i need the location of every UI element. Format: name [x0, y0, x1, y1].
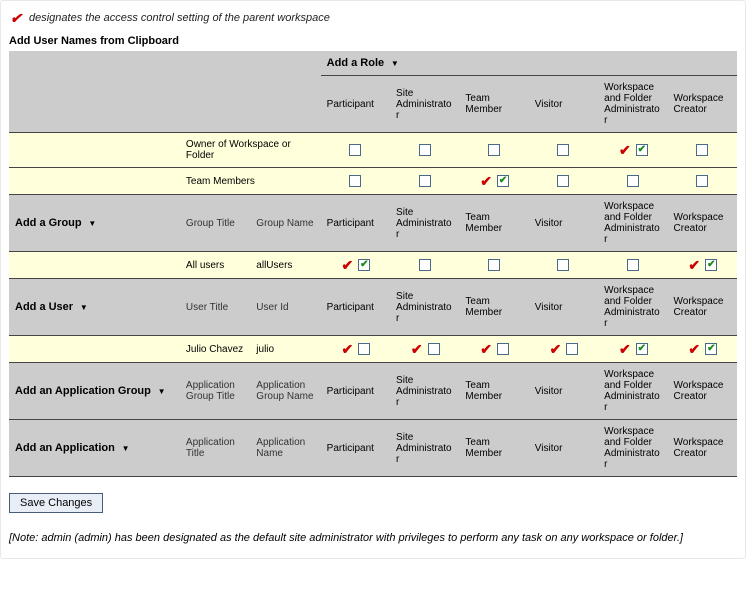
save-changes-button[interactable]: Save Changes: [9, 493, 103, 513]
col-header: Application Group Title: [180, 363, 250, 420]
role-header: Workspace and Folder Administrator: [598, 76, 667, 133]
parent-check-icon: ✔: [548, 342, 562, 356]
check-icon: ✔: [9, 11, 23, 25]
role-header: Team Member: [459, 195, 528, 252]
role-header: Team Member: [459, 420, 528, 477]
role-checkbox[interactable]: [419, 144, 431, 156]
role-header: Workspace and Folder Administrator: [598, 363, 667, 420]
admin-note: [Note: admin (admin) has been designated…: [9, 531, 737, 546]
role-checkbox[interactable]: [696, 144, 708, 156]
role-checkbox[interactable]: [349, 175, 361, 187]
role-checkbox[interactable]: [488, 259, 500, 271]
chevron-down-icon: ▼: [122, 444, 130, 453]
role-header: Site Administrator: [390, 363, 459, 420]
role-header: Participant: [321, 279, 390, 336]
role-checkbox[interactable]: [419, 175, 431, 187]
role-header: Visitor: [529, 195, 598, 252]
col-header: User Title: [180, 279, 250, 336]
parent-check-icon: ✔: [479, 174, 493, 188]
role-header: Workspace and Folder Administrator: [598, 279, 667, 336]
role-checkbox[interactable]: [627, 259, 639, 271]
role-checkbox[interactable]: [636, 343, 648, 355]
chevron-down-icon: ▼: [158, 387, 166, 396]
role-header: Site Administrator: [390, 76, 459, 133]
role-header: Workspace Creator: [668, 195, 737, 252]
role-header: Participant: [321, 195, 390, 252]
add-group-action[interactable]: Add a Group ▼: [9, 195, 180, 252]
parent-check-icon: ✔: [687, 342, 701, 356]
legend-row: ✔ designates the access control setting …: [9, 11, 737, 25]
add-role-header[interactable]: Add a Role ▼: [321, 51, 737, 76]
parent-check-icon: ✔: [340, 342, 354, 356]
role-header: Visitor: [529, 363, 598, 420]
role-checkbox[interactable]: [705, 259, 717, 271]
roles-table: Add a Role ▼ParticipantSite Administrato…: [9, 51, 737, 477]
parent-check-icon: ✔: [687, 258, 701, 272]
role-checkbox[interactable]: [358, 343, 370, 355]
role-checkbox[interactable]: [705, 343, 717, 355]
role-header: Site Administrator: [390, 195, 459, 252]
section-title: Add User Names from Clipboard: [9, 35, 737, 47]
role-checkbox[interactable]: [358, 259, 370, 271]
principal-label: Team Members: [180, 168, 321, 195]
entity-name: allUsers: [250, 252, 320, 279]
chevron-down-icon: ▼: [88, 219, 96, 228]
entity-title: Julio Chavez: [180, 336, 250, 363]
principal-label: Owner of Workspace or Folder: [180, 133, 321, 168]
role-checkbox[interactable]: [557, 175, 569, 187]
role-header: Site Administrator: [390, 420, 459, 477]
col-header: Application Title: [180, 420, 250, 477]
role-checkbox[interactable]: [497, 343, 509, 355]
add-app-group-action[interactable]: Add an Application Group ▼: [9, 363, 180, 420]
col-header: Application Group Name: [250, 363, 320, 420]
role-header: Visitor: [529, 76, 598, 133]
entity-title: All users: [180, 252, 250, 279]
save-row: Save Changes: [9, 493, 737, 513]
parent-check-icon: ✔: [410, 342, 424, 356]
role-header: Workspace and Folder Administrator: [598, 420, 667, 477]
role-checkbox[interactable]: [488, 144, 500, 156]
access-control-panel: ✔ designates the access control setting …: [0, 0, 746, 559]
chevron-down-icon: ▼: [391, 59, 399, 68]
role-header: Participant: [321, 76, 390, 133]
role-checkbox[interactable]: [557, 259, 569, 271]
parent-check-icon: ✔: [618, 342, 632, 356]
role-header: Workspace Creator: [668, 76, 737, 133]
role-header: Team Member: [459, 363, 528, 420]
role-header: Visitor: [529, 420, 598, 477]
col-header: User Id: [250, 279, 320, 336]
role-header: Team Member: [459, 279, 528, 336]
role-checkbox[interactable]: [627, 175, 639, 187]
role-header: Workspace Creator: [668, 420, 737, 477]
legend-text: designates the access control setting of…: [29, 12, 330, 24]
role-header: Participant: [321, 420, 390, 477]
role-header: Participant: [321, 363, 390, 420]
role-header: Site Administrator: [390, 279, 459, 336]
role-checkbox[interactable]: [419, 259, 431, 271]
blank-header: [9, 51, 321, 76]
chevron-down-icon: ▼: [80, 303, 88, 312]
parent-check-icon: ✔: [340, 258, 354, 272]
role-checkbox[interactable]: [349, 144, 361, 156]
add-app-action[interactable]: Add an Application ▼: [9, 420, 180, 477]
role-checkbox[interactable]: [497, 175, 509, 187]
role-checkbox[interactable]: [428, 343, 440, 355]
col-header: Group Name: [250, 195, 320, 252]
parent-check-icon: ✔: [618, 143, 632, 157]
col-header: Application Name: [250, 420, 320, 477]
role-header: Visitor: [529, 279, 598, 336]
role-header: Workspace and Folder Administrator: [598, 195, 667, 252]
add-user-action[interactable]: Add a User ▼: [9, 279, 180, 336]
role-checkbox[interactable]: [636, 144, 648, 156]
role-checkbox[interactable]: [696, 175, 708, 187]
role-checkbox[interactable]: [566, 343, 578, 355]
role-header: Workspace Creator: [668, 279, 737, 336]
role-header: Workspace Creator: [668, 363, 737, 420]
col-header: Group Title: [180, 195, 250, 252]
parent-check-icon: ✔: [479, 342, 493, 356]
role-header: Team Member: [459, 76, 528, 133]
entity-name: julio: [250, 336, 320, 363]
role-checkbox[interactable]: [557, 144, 569, 156]
